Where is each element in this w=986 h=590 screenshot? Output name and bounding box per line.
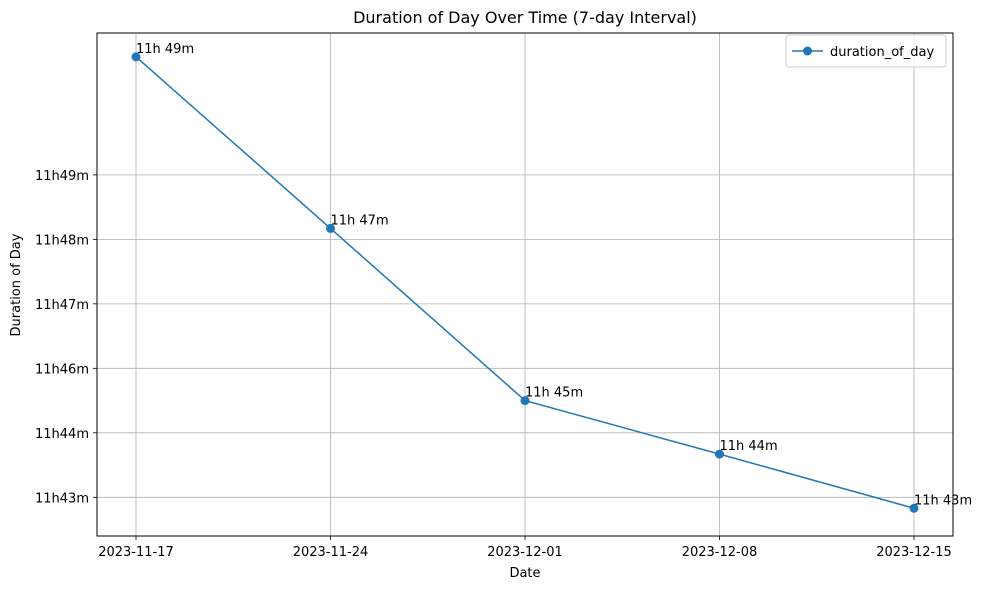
data-label: 11h 47m [331,213,389,228]
legend-label: duration_of_day [830,45,934,60]
legend: duration_of_day [785,34,947,68]
series-layer: 11h 49m 11h 47m 11h 45m 11h 44m 11h 43m [131,42,972,513]
x-tick-label: 2023-12-01 [487,545,563,560]
data-label: 11h 45m [525,386,583,401]
data-label: 11h 44m [720,439,778,454]
data-label: 11h 49m [136,42,194,57]
y-tick-label: 11h48m [35,233,89,248]
legend-marker [803,46,812,56]
y-tick-label: 11h46m [35,362,89,377]
y-tick-label: 11h43m [35,491,89,506]
y-axis-label: Duration of Day [9,233,24,336]
data-point [909,503,919,513]
y-tick-label: 11h49m [35,169,89,184]
y-tick-label: 11h47m [35,298,89,313]
x-tick-label: 2023-11-24 [293,545,369,560]
x-axis: 2023-11-17 2023-11-24 2023-12-01 2023-12-08… [98,536,952,560]
x-axis-label: Date [509,566,540,581]
data-point [131,52,141,62]
x-tick-label: 2023-11-17 [98,545,174,560]
data-label: 11h 43m [914,493,972,508]
x-tick-label: 2023-12-15 [876,545,952,560]
x-tick-label: 2023-12-08 [682,545,758,560]
legend-box [785,34,947,68]
data-point [520,396,530,406]
grid-lines [97,33,953,536]
y-tick-label: 11h44m [35,427,89,442]
data-point [326,223,335,233]
data-point [715,449,724,459]
chart-title: Duration of Day Over Time (7-day Interva… [353,8,697,27]
y-axis: 11h43m 11h44m 11h46m 11h47m 11h48m 11h49m [35,169,97,506]
